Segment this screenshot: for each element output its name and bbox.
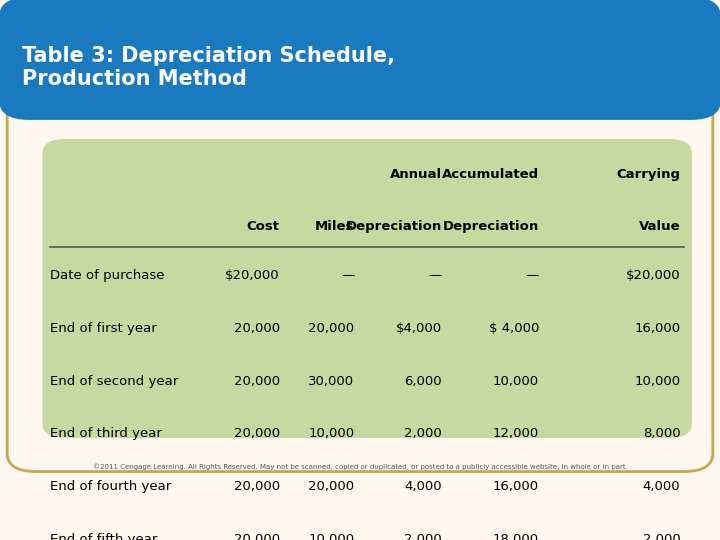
Text: 12,000: 12,000 bbox=[492, 427, 539, 440]
Text: $20,000: $20,000 bbox=[626, 269, 680, 282]
Text: Cost: Cost bbox=[247, 220, 279, 233]
Text: End of third year: End of third year bbox=[50, 427, 162, 440]
Text: End of first year: End of first year bbox=[50, 322, 157, 335]
Text: 4,000: 4,000 bbox=[404, 480, 441, 493]
Text: 10,000: 10,000 bbox=[308, 532, 354, 540]
Text: End of fifth year: End of fifth year bbox=[50, 532, 158, 540]
Text: 2,000: 2,000 bbox=[643, 532, 680, 540]
Text: 20,000: 20,000 bbox=[233, 322, 279, 335]
Text: 6,000: 6,000 bbox=[404, 375, 441, 388]
Text: —: — bbox=[526, 269, 539, 282]
Text: End of second year: End of second year bbox=[50, 375, 179, 388]
Text: 10,000: 10,000 bbox=[492, 375, 539, 388]
Text: 8,000: 8,000 bbox=[643, 427, 680, 440]
Text: 20,000: 20,000 bbox=[233, 480, 279, 493]
Text: ©2011 Cengage Learning. All Rights Reserved. May not be scanned, copied or dupli: ©2011 Cengage Learning. All Rights Reser… bbox=[93, 464, 627, 470]
Text: Production Method: Production Method bbox=[22, 69, 246, 89]
Text: 10,000: 10,000 bbox=[634, 375, 680, 388]
Text: Carrying: Carrying bbox=[616, 167, 680, 180]
Text: 16,000: 16,000 bbox=[634, 322, 680, 335]
Text: 20,000: 20,000 bbox=[308, 322, 354, 335]
Text: —: — bbox=[428, 269, 441, 282]
Text: Date of purchase: Date of purchase bbox=[50, 269, 165, 282]
Text: —: — bbox=[341, 269, 354, 282]
FancyBboxPatch shape bbox=[7, 23, 713, 471]
Text: Miles: Miles bbox=[315, 220, 354, 233]
Text: 2,000: 2,000 bbox=[404, 427, 441, 440]
Text: Annual: Annual bbox=[390, 167, 441, 180]
Text: $ 4,000: $ 4,000 bbox=[489, 322, 539, 335]
Text: End of fourth year: End of fourth year bbox=[50, 480, 171, 493]
Text: 20,000: 20,000 bbox=[233, 532, 279, 540]
Text: Value: Value bbox=[639, 220, 680, 233]
Text: 30,000: 30,000 bbox=[308, 375, 354, 388]
Text: Table 3: Depreciation Schedule,: Table 3: Depreciation Schedule, bbox=[22, 46, 395, 66]
Text: $4,000: $4,000 bbox=[395, 322, 441, 335]
Text: 20,000: 20,000 bbox=[233, 427, 279, 440]
Text: 2,000: 2,000 bbox=[404, 532, 441, 540]
Text: 10,000: 10,000 bbox=[308, 427, 354, 440]
Text: $20,000: $20,000 bbox=[225, 269, 279, 282]
Text: 20,000: 20,000 bbox=[233, 375, 279, 388]
FancyBboxPatch shape bbox=[0, 0, 720, 119]
FancyBboxPatch shape bbox=[43, 140, 691, 437]
Text: Depreciation: Depreciation bbox=[346, 220, 441, 233]
Text: Depreciation: Depreciation bbox=[443, 220, 539, 233]
Text: 16,000: 16,000 bbox=[492, 480, 539, 493]
Text: 4,000: 4,000 bbox=[643, 480, 680, 493]
Text: 20,000: 20,000 bbox=[308, 480, 354, 493]
Text: Accumulated: Accumulated bbox=[442, 167, 539, 180]
Text: 18,000: 18,000 bbox=[492, 532, 539, 540]
